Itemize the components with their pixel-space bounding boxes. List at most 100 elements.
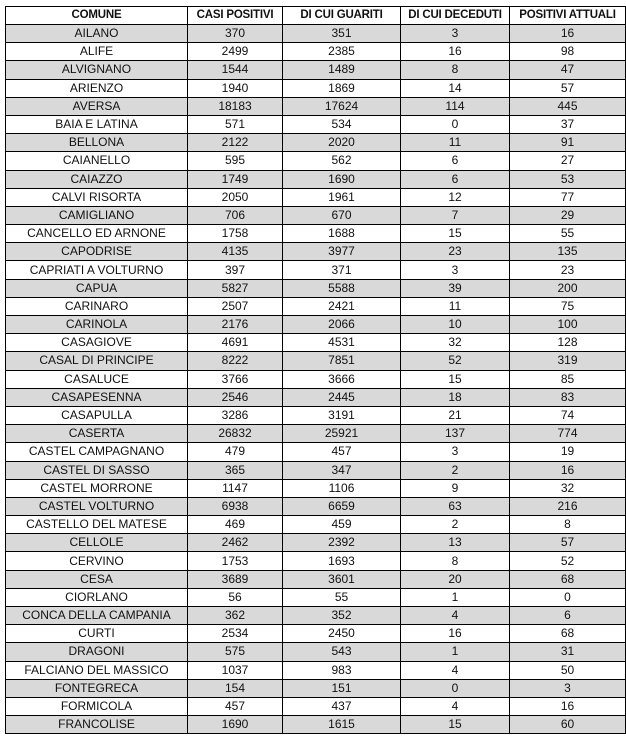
covid-cases-table: COMUNE CASI POSITIVI DI CUI GUARITI DI C… — [5, 6, 626, 735]
casi-positivi-cell: 365 — [187, 460, 283, 480]
casi-positivi-cell: 1544 — [187, 60, 283, 80]
casi-positivi-cell: 3286 — [187, 405, 283, 426]
casi-positivi-cell: 457 — [187, 696, 283, 717]
casi-positivi-cell: 56 — [187, 587, 283, 608]
deceduti-cell: 4 — [400, 660, 510, 680]
casi-positivi-cell: 2507 — [187, 296, 283, 317]
guariti-cell: 1489 — [282, 60, 401, 80]
comune-cell: CONCA DELLA CAMPANIA — [5, 605, 188, 626]
casi-positivi-cell: 1940 — [187, 78, 283, 98]
guariti-cell: 3601 — [282, 569, 401, 589]
guariti-cell: 2066 — [282, 314, 401, 335]
table-row: CASTEL CAMPAGNANO 479 457 3 19 — [5, 442, 626, 462]
comune-cell: ARIENZO — [5, 78, 188, 98]
deceduti-cell: 6 — [400, 169, 510, 189]
deceduti-cell: 11 — [400, 296, 510, 317]
guariti-cell: 3977 — [282, 242, 401, 262]
guariti-cell: 1690 — [282, 169, 401, 189]
positivi-attuali-cell: 216 — [509, 496, 626, 517]
table-row: CASALUCE 3766 3666 15 85 — [5, 369, 626, 389]
comune-cell: CIORLANO — [5, 587, 188, 608]
comune-cell: CASAPESENNA — [5, 387, 188, 407]
casi-positivi-cell: 3689 — [187, 569, 283, 589]
casi-positivi-cell: 4691 — [187, 333, 283, 353]
positivi-attuali-cell: 31 — [509, 642, 626, 662]
casi-positivi-cell: 6938 — [187, 496, 283, 517]
comune-cell: CASAL DI PRINCIPE — [5, 351, 188, 371]
deceduti-cell: 13 — [400, 533, 510, 553]
table-row: ARIENZO 1940 1869 14 57 — [5, 78, 626, 98]
positivi-attuali-cell: 0 — [509, 587, 626, 608]
casi-positivi-cell: 1758 — [187, 224, 283, 244]
deceduti-cell: 2 — [400, 515, 510, 535]
casi-positivi-cell: 8222 — [187, 351, 283, 371]
deceduti-cell: 18 — [400, 387, 510, 407]
positivi-attuali-cell: 135 — [509, 242, 626, 262]
comune-cell: CERVINO — [5, 551, 188, 571]
positivi-attuali-cell: 100 — [509, 314, 626, 335]
deceduti-cell: 15 — [400, 715, 510, 735]
casi-positivi-cell: 26832 — [187, 424, 283, 444]
header-positivi-attuali: POSITIVI ATTUALI — [509, 6, 626, 25]
deceduti-cell: 0 — [400, 678, 510, 698]
comune-cell: FALCIANO DEL MASSICO — [5, 660, 188, 680]
comune-cell: CASERTA — [5, 424, 188, 444]
casi-positivi-cell: 1753 — [187, 551, 283, 571]
casi-positivi-cell: 2122 — [187, 133, 283, 153]
header-comune: COMUNE — [5, 6, 188, 25]
casi-positivi-cell: 2462 — [187, 533, 283, 553]
deceduti-cell: 32 — [400, 333, 510, 353]
deceduti-cell: 20 — [400, 569, 510, 589]
deceduti-cell: 1 — [400, 587, 510, 608]
positivi-attuali-cell: 57 — [509, 78, 626, 98]
guariti-cell: 670 — [282, 205, 401, 226]
table-row: CAMIGLIANO 706 670 7 29 — [5, 205, 626, 226]
positivi-attuali-cell: 3 — [509, 678, 626, 698]
comune-cell: FONTEGRECA — [5, 678, 188, 698]
table-row: CONCA DELLA CAMPANIA 362 352 4 6 — [5, 605, 626, 626]
comune-cell: CAPODRISE — [5, 242, 188, 262]
comune-cell: CASTEL CAMPAGNANO — [5, 442, 188, 462]
casi-positivi-cell: 154 — [187, 678, 283, 698]
deceduti-cell: 7 — [400, 205, 510, 226]
positivi-attuali-cell: 74 — [509, 405, 626, 426]
comune-cell: BELLONA — [5, 133, 188, 153]
comune-cell: CESA — [5, 569, 188, 589]
comune-cell: CASAGIOVE — [5, 333, 188, 353]
deceduti-cell: 11 — [400, 133, 510, 153]
guariti-cell: 55 — [282, 587, 401, 608]
table-row: CASTEL VOLTURNO 6938 6659 63 216 — [5, 496, 626, 517]
deceduti-cell: 4 — [400, 696, 510, 717]
comune-cell: CASTELLO DEL MATESE — [5, 515, 188, 535]
table-row: DRAGONI 575 543 1 31 — [5, 642, 626, 662]
casi-positivi-cell: 2499 — [187, 42, 283, 62]
table-row: CAPODRISE 4135 3977 23 135 — [5, 242, 626, 262]
table-row: CELLOLE 2462 2392 13 57 — [5, 533, 626, 553]
guariti-cell: 437 — [282, 696, 401, 717]
deceduti-cell: 0 — [400, 114, 510, 135]
comune-cell: DRAGONI — [5, 642, 188, 662]
guariti-cell: 151 — [282, 678, 401, 698]
header-di-cui-guariti: DI CUI GUARITI — [282, 6, 401, 25]
positivi-attuali-cell: 75 — [509, 296, 626, 317]
positivi-attuali-cell: 19 — [509, 442, 626, 462]
guariti-cell: 1106 — [282, 478, 401, 498]
positivi-attuali-cell: 85 — [509, 369, 626, 389]
deceduti-cell: 6 — [400, 151, 510, 171]
casi-positivi-cell: 1690 — [187, 715, 283, 735]
positivi-attuali-cell: 37 — [509, 114, 626, 135]
comune-cell: CASTEL VOLTURNO — [5, 496, 188, 517]
table-row: AVERSA 18183 17624 114 445 — [5, 96, 626, 116]
deceduti-cell: 1 — [400, 642, 510, 662]
deceduti-cell: 16 — [400, 624, 510, 644]
guariti-cell: 25921 — [282, 424, 401, 444]
guariti-cell: 3666 — [282, 369, 401, 389]
positivi-attuali-cell: 50 — [509, 660, 626, 680]
table-row: ALVIGNANO 1544 1489 8 47 — [5, 60, 626, 80]
table-row: CASTEL MORRONE 1147 1106 9 32 — [5, 478, 626, 498]
table-row: CARINOLA 2176 2066 10 100 — [5, 314, 626, 335]
casi-positivi-cell: 1037 — [187, 660, 283, 680]
positivi-attuali-cell: 98 — [509, 42, 626, 62]
table-row: CAIAZZO 1749 1690 6 53 — [5, 169, 626, 189]
header-row: COMUNE CASI POSITIVI DI CUI GUARITI DI C… — [5, 6, 626, 25]
